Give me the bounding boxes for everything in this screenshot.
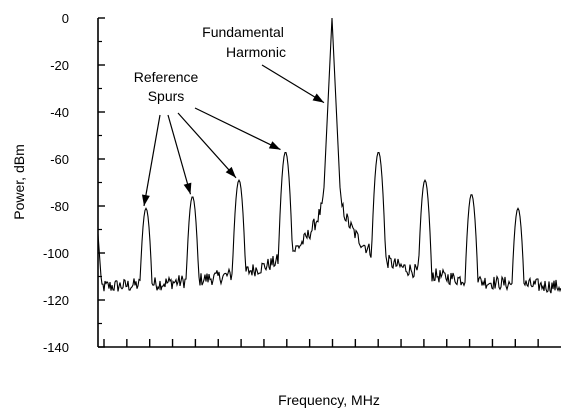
- y-tick-label: -60: [50, 152, 69, 167]
- fundamental-label-line2: Harmonic: [226, 44, 286, 60]
- arrowhead: [268, 141, 281, 150]
- arrowhead: [183, 182, 192, 195]
- annotation-arrows: [141, 64, 325, 207]
- annotation-arrow: [143, 114, 161, 207]
- annotations: Fundamental Harmonic Reference Spurs: [134, 24, 286, 104]
- y-axis-title: Power, dBm: [11, 144, 27, 219]
- spectrum-trace: [97, 17, 561, 294]
- y-ticks: 0 -20 -40 -60 -80 -100 -120 -140: [43, 11, 105, 355]
- annotation-arrow: [177, 112, 237, 179]
- y-tick-label: -20: [50, 58, 69, 73]
- annotation-arrow: [167, 114, 192, 195]
- reference-spurs-label-line2: Spurs: [148, 88, 185, 104]
- fundamental-label-line1: Fundamental: [202, 24, 284, 40]
- y-tick-label: -140: [43, 340, 69, 355]
- annotation-arrow: [261, 64, 325, 104]
- arrowhead: [225, 166, 236, 178]
- arrowhead: [141, 194, 150, 206]
- arrowhead: [312, 93, 324, 103]
- x-axis-title: Frequency, MHz: [278, 392, 380, 408]
- y-tick-label: -40: [50, 105, 69, 120]
- x-ticks: [103, 339, 539, 347]
- y-tick-label: -100: [43, 246, 69, 261]
- annotation-arrow: [194, 107, 281, 151]
- y-tick-label: -80: [50, 199, 69, 214]
- y-tick-label: 0: [62, 11, 69, 26]
- y-tick-label: -120: [43, 293, 69, 308]
- reference-spurs-label-line1: Reference: [134, 69, 199, 85]
